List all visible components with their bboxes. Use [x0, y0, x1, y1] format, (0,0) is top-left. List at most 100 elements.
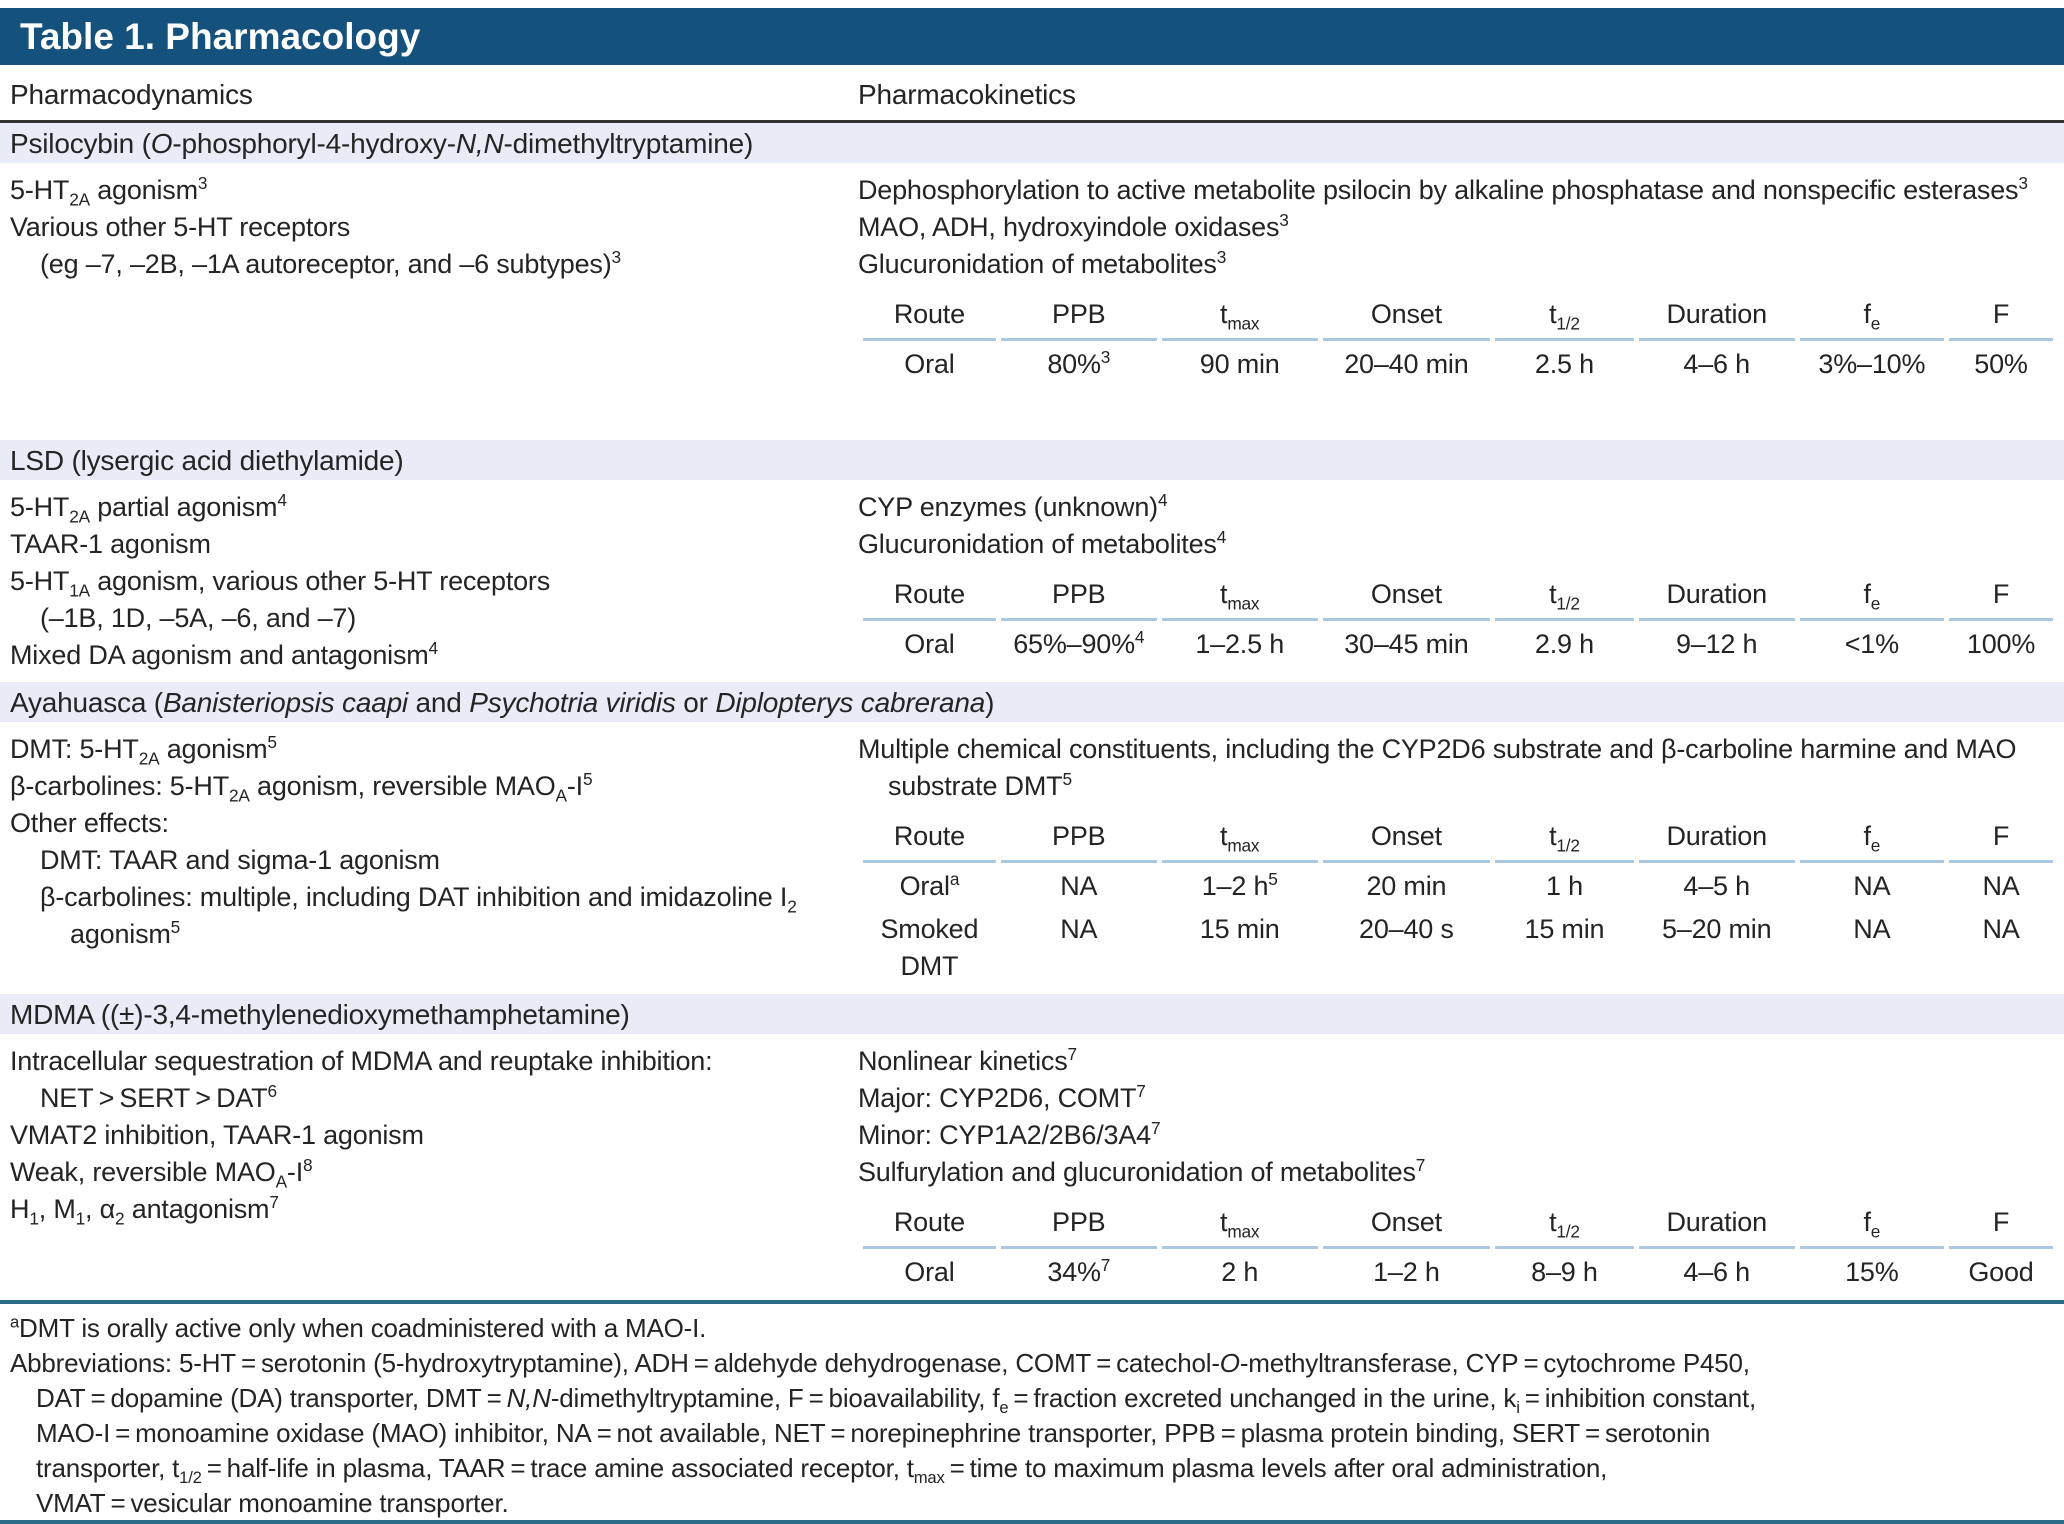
kinetics-value: 1 h: [1545, 871, 1583, 901]
kinetics-row: Smoked DMT NA 15 min 20–40 s 15 min 5–20 min N…: [863, 906, 2053, 986]
kinetics-col-header: Onset: [1322, 296, 1491, 341]
text-line: Other effects:: [10, 808, 169, 838]
text-line: transporter, t1/2 = half-life in plasma,…: [36, 1453, 1608, 1488]
kinetics-value: <1%: [1844, 629, 1899, 659]
kinetics-col-header: Route: [863, 296, 996, 341]
kinetics-value: 3%–10%: [1818, 349, 1926, 379]
kinetics-value: 9–12 h: [1675, 629, 1758, 659]
kinetics-value: 8–9 h: [1531, 1257, 1598, 1287]
kinetics-col-header: Route: [863, 818, 996, 863]
pharmacodynamics-cell: DMT: 5-HT2A agonism5 β-carbolines: 5-HT2A…: [10, 731, 858, 986]
text-line: (–1B, 1D, –5A, –6, and –7): [40, 603, 357, 633]
kinetics-value: 15%: [1845, 1257, 1899, 1287]
kinetics-header-row: Route PPB tmax Onset t1/2 Duration fe F: [863, 1204, 2053, 1249]
col-header-pharmacokinetics: Pharmacokinetics: [858, 79, 1076, 110]
kinetics-table: Route PPB tmax Onset t1/2 Duration fe F Orala NA…: [858, 818, 2058, 986]
text-line: Multiple chemical constituents, includin…: [858, 734, 2017, 801]
kinetics-table: Route PPB tmax Onset t1/2 Duration fe F Oral 65%…: [858, 576, 2058, 664]
text-line: H1, M1, α2 antagonism7: [10, 1192, 279, 1229]
text-line: β-carbolines: multiple, including DAT in…: [40, 882, 797, 949]
pharmacodynamics-cell: Intracellular sequestration of MDMA and …: [10, 1043, 858, 1292]
kinetics-value: 4–5 h: [1683, 871, 1750, 901]
text-line: Glucuronidation of metabolites3: [858, 247, 1227, 279]
kinetics-value: 15 min: [1524, 914, 1605, 944]
text-line: DAT = dopamine (DA) transporter, DMT = N…: [36, 1383, 1757, 1418]
kinetics-col-header: t1/2: [1495, 576, 1634, 621]
kinetics-table: Route PPB tmax Onset t1/2 Duration fe F Oral 80%…: [858, 296, 2058, 384]
kinetics-header-row: Route PPB tmax Onset t1/2 Duration fe F: [863, 296, 2053, 341]
kinetics-value: NA: [1853, 914, 1891, 944]
text-line: VMAT2 inhibition, TAAR-1 agonism: [10, 1120, 424, 1150]
text-line: Mixed DA agonism and antagonism4: [10, 638, 438, 670]
metabolism-notes: Nonlinear kinetics7 Major: CYP2D6, COMT7 M…: [858, 1043, 2058, 1191]
kinetics-value: NA: [1060, 914, 1098, 944]
kinetics-row: Orala NA 1–2 h5 20 min 1 h 4–5 h NA NA: [863, 863, 2053, 906]
drug-section: Ayahuasca (Banisteriopsis caapi and Psyc…: [0, 682, 2064, 994]
text-line: DMT: 5-HT2A agonism5: [10, 732, 277, 769]
kinetics-value: Oral: [904, 1257, 955, 1287]
kinetics-value: 90 min: [1199, 349, 1280, 379]
kinetics-value: 15 min: [1199, 914, 1280, 944]
kinetics-value: 1–2 h5: [1201, 869, 1278, 901]
drug-sections-container: Psilocybin (O-phosphoryl-4-hydroxy-N,N-d…: [0, 123, 2064, 1300]
text-line: Intracellular sequestration of MDMA and …: [10, 1046, 713, 1076]
kinetics-value: 20 min: [1366, 871, 1447, 901]
kinetics-value: 80%3: [1047, 347, 1111, 379]
text-line: Minor: CYP1A2/2B6/3A47: [858, 1118, 1161, 1150]
text-line: 5-HT2A agonism3: [10, 173, 208, 210]
text-line: Various other 5-HT receptors: [10, 212, 351, 242]
text-line: NET > SERT > DAT6: [40, 1081, 277, 1113]
kinetics-col-header: Duration: [1638, 1204, 1795, 1249]
kinetics-value: 34%7: [1047, 1255, 1111, 1287]
section-band: Psilocybin (O-phosphoryl-4-hydroxy-N,N-d…: [0, 123, 2064, 163]
kinetics-value: 1–2 h: [1373, 1257, 1440, 1287]
kinetics-col-header: PPB: [1000, 818, 1157, 863]
kinetics-col-header: Route: [863, 1204, 996, 1249]
kinetics-col-header: fe: [1799, 818, 1945, 863]
kinetics-col-header: fe: [1799, 576, 1945, 621]
pharmacokinetics-cell: CYP enzymes (unknown)4 Glucuronidation of…: [858, 489, 2064, 674]
footnote-separator-rule: [0, 1300, 2064, 1304]
pharmacodynamics-cell: 5-HT2A partial agonism4 TAAR-1 agonism 5-H…: [10, 489, 858, 674]
kinetics-col-header: PPB: [1000, 576, 1157, 621]
pharmacokinetics-cell: Dephosphorylation to active metabolite p…: [858, 172, 2064, 432]
kinetics-value: 30–45 min: [1344, 629, 1469, 659]
text-line: VMAT = vesicular monoamine transporter.: [36, 1488, 509, 1518]
kinetics-value: 20–40 min: [1344, 349, 1469, 379]
text-line: Abbreviations: 5-HT = serotonin (5-hydro…: [10, 1348, 1750, 1378]
section-content: 5-HT2A agonism3 Various other 5-HT recept…: [0, 163, 2064, 440]
kinetics-value: Good: [1968, 1257, 2034, 1287]
kinetics-header-row: Route PPB tmax Onset t1/2 Duration fe F: [863, 818, 2053, 863]
text-line: aDMT is orally active only when coadmini…: [10, 1312, 707, 1343]
kinetics-value: Oral: [904, 629, 955, 659]
section-drug-name: MDMA ((±)-3,4-methylenedioxymethamphetam…: [10, 998, 630, 1030]
footnotes-block: aDMT is orally active only when coadmini…: [0, 1304, 2064, 1524]
text-line: Nonlinear kinetics7: [858, 1044, 1077, 1076]
section-content: DMT: 5-HT2A agonism5 β-carbolines: 5-HT2A…: [0, 722, 2064, 994]
text-line: MAO-I = monoamine oxidase (MAO) inhibito…: [36, 1418, 1711, 1448]
section-content: Intracellular sequestration of MDMA and …: [0, 1034, 2064, 1300]
kinetics-col-header: F: [1949, 296, 2053, 341]
kinetics-row: Oral 65%–90%4 1–2.5 h 30–45 min 2.9 h 9–12 h <…: [863, 621, 2053, 664]
kinetics-value: NA: [1982, 914, 2020, 944]
text-line: CYP enzymes (unknown)4: [858, 490, 1168, 522]
kinetics-value: 4–6 h: [1683, 349, 1750, 379]
kinetics-col-header: tmax: [1161, 1204, 1318, 1249]
kinetics-col-header: PPB: [1000, 1204, 1157, 1249]
kinetics-col-header: t1/2: [1495, 296, 1634, 341]
kinetics-value: 20–40 s: [1359, 914, 1454, 944]
kinetics-col-header: t1/2: [1495, 1204, 1634, 1249]
kinetics-col-header: F: [1949, 576, 2053, 621]
text-line: TAAR-1 agonism: [10, 529, 211, 559]
kinetics-col-header: t1/2: [1495, 818, 1634, 863]
kinetics-col-header: fe: [1799, 1204, 1945, 1249]
kinetics-col-header: fe: [1799, 296, 1945, 341]
text-line: Weak, reversible MAOA-I8: [10, 1155, 313, 1192]
table-title: Table 1. Pharmacology: [20, 16, 421, 57]
drug-section: MDMA ((±)-3,4-methylenedioxymethamphetam…: [0, 994, 2064, 1300]
metabolism-notes: Multiple chemical constituents, includin…: [858, 731, 2058, 805]
kinetics-col-header: PPB: [1000, 296, 1157, 341]
kinetics-value: 4–6 h: [1683, 1257, 1750, 1287]
section-band: MDMA ((±)-3,4-methylenedioxymethamphetam…: [0, 994, 2064, 1034]
